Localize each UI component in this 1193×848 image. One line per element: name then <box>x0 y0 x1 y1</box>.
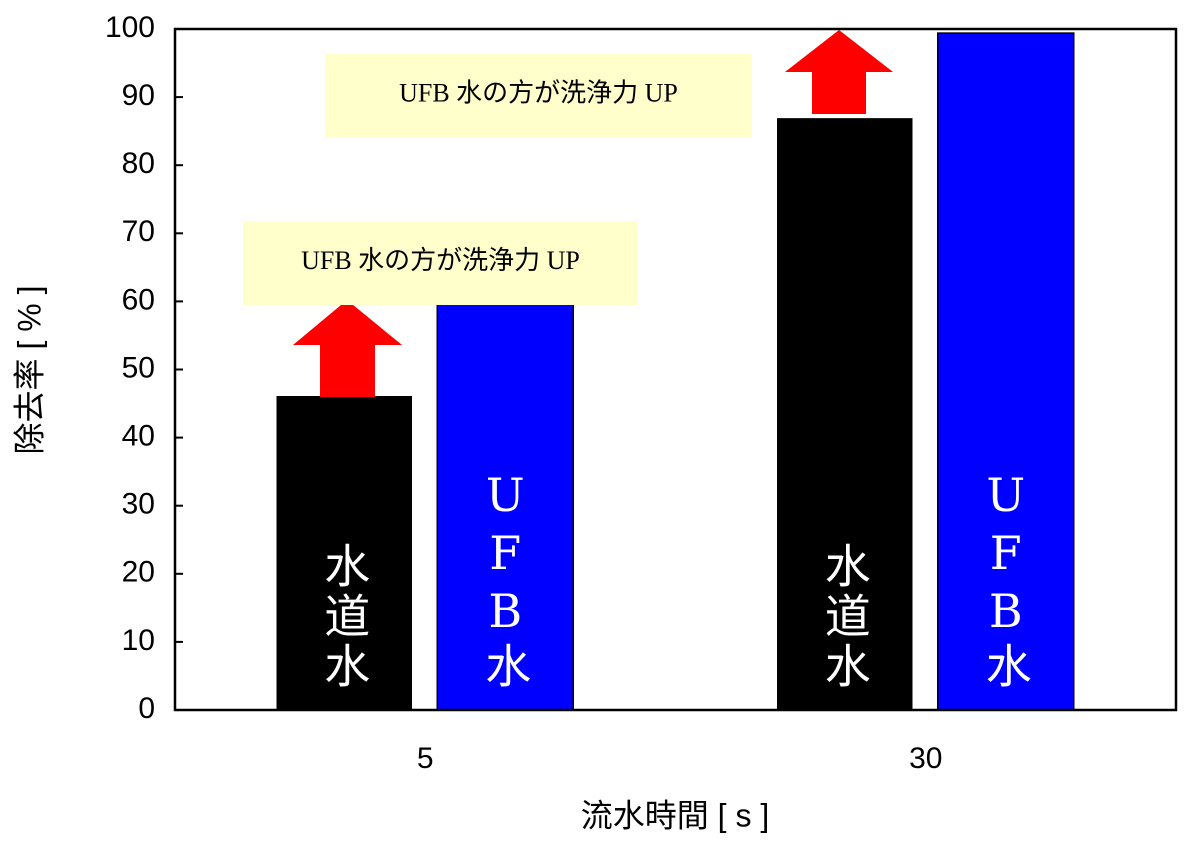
y-tick-label: 90 <box>122 79 155 112</box>
bar <box>276 395 412 711</box>
annotation: UFB 水の方が洗浄力 UP <box>399 78 678 107</box>
y-tick-label: 100 <box>105 11 155 44</box>
x-tick-label: 30 <box>909 742 942 775</box>
annotation-box <box>325 54 752 137</box>
bar-series-label: UFB水 <box>478 468 533 692</box>
y-tick-label: 20 <box>122 556 155 589</box>
bar-series-label: 水道水 <box>317 542 372 692</box>
y-tick-label: 10 <box>122 624 155 657</box>
overlay: UFB 水の方が洗浄力 UP UFB 水の方が洗浄力 UP <box>243 30 893 397</box>
bars <box>276 32 1075 711</box>
y-tick-label: 60 <box>122 283 155 316</box>
y-tick-label: 50 <box>122 351 155 384</box>
arrow <box>293 300 402 397</box>
bar <box>777 118 913 711</box>
y-tick-label: 80 <box>122 147 155 180</box>
y-tick-label: 30 <box>122 488 155 521</box>
y-axis-label: 除去率 [ % ] <box>11 286 47 455</box>
y-tick-label: 40 <box>122 420 155 453</box>
y-tick-label: 0 <box>138 692 155 725</box>
annotation-box <box>243 221 638 305</box>
annotation: UFB 水の方が洗浄力 UP <box>301 246 580 275</box>
y-tick-label: 70 <box>122 215 155 248</box>
x-tick-label: 5 <box>417 742 434 775</box>
bar <box>436 300 574 711</box>
bar-series-label: 水道水 <box>817 542 872 692</box>
bar <box>937 32 1075 711</box>
arrow <box>785 30 893 114</box>
x-axis-label: 流水時間 [ s ] <box>581 797 769 833</box>
bar-series-label: UFB水 <box>978 468 1033 692</box>
